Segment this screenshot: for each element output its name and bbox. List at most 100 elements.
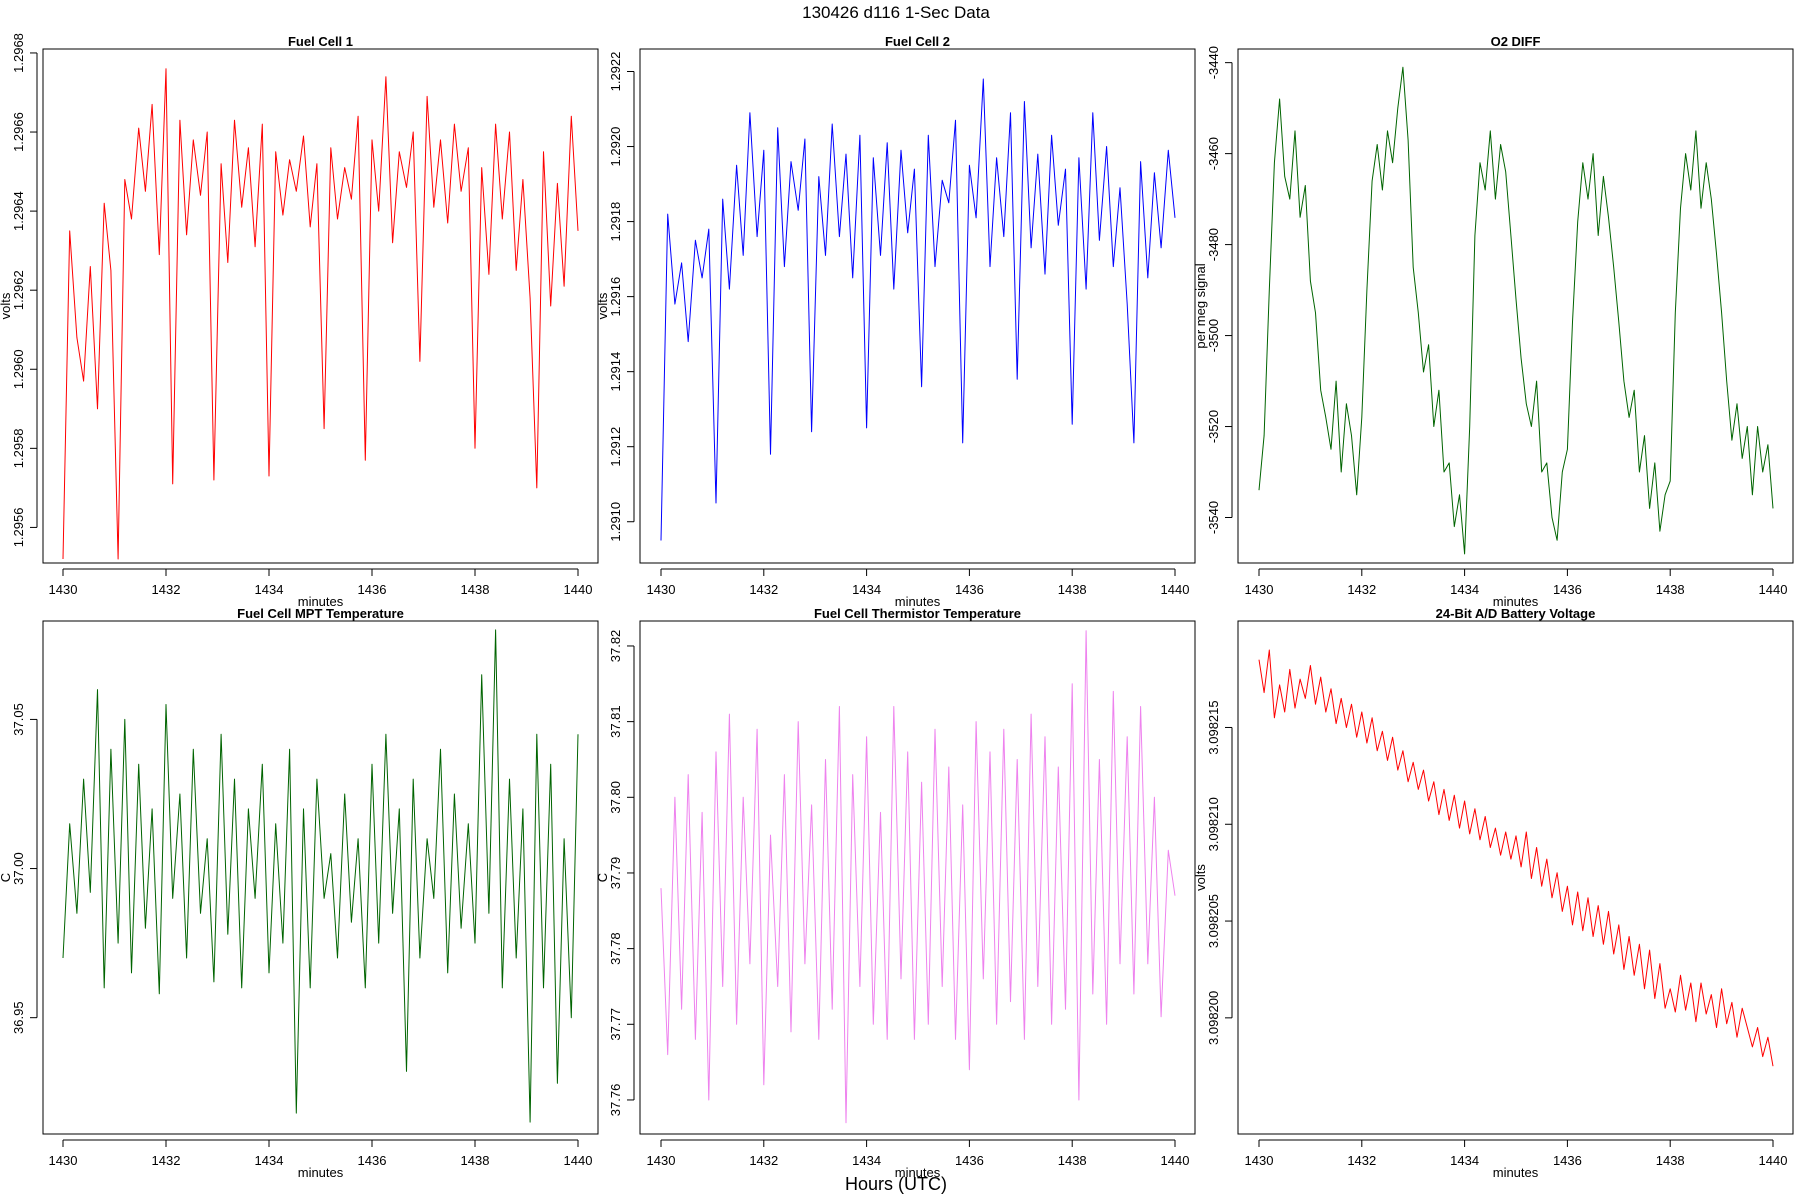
x-tick-label: 1436 bbox=[1553, 1153, 1582, 1168]
fuel-cell-1-title: Fuel Cell 1 bbox=[288, 34, 353, 49]
y-tick-label: -3460 bbox=[1206, 137, 1221, 170]
x-tick-label: 1438 bbox=[461, 1153, 490, 1168]
x-tick-label: 1440 bbox=[564, 1153, 593, 1168]
fuel-cell-thermistor-temperature-series-line bbox=[660, 630, 1176, 1124]
x-tick-label: 1430 bbox=[49, 1153, 78, 1168]
y-tick-label: -3480 bbox=[1206, 228, 1221, 261]
y-tick-label: 37.79 bbox=[608, 857, 623, 890]
x-tick-label: 1438 bbox=[461, 582, 490, 597]
y-tick-label: -3540 bbox=[1206, 501, 1221, 534]
battery-voltage-series-line bbox=[1258, 649, 1774, 1067]
fuel-cell-mpt-temperature-y-axis-label: C bbox=[0, 873, 13, 882]
x-tick-label: 1436 bbox=[358, 582, 387, 597]
battery-voltage-x-axis: 1430 1432 1434 1436 1438 1440 bbox=[1245, 1139, 1788, 1168]
x-tick-label: 1436 bbox=[955, 582, 984, 597]
page-title: 130426 d116 1-Sec Data bbox=[802, 3, 990, 22]
x-tick-label: 1436 bbox=[955, 1153, 984, 1168]
x-tick-label: 1430 bbox=[1245, 582, 1274, 597]
y-tick-label: 1.2968 bbox=[11, 33, 26, 73]
x-tick-label: 1432 bbox=[749, 582, 778, 597]
battery-voltage-y-axis-label: volts bbox=[1193, 864, 1208, 891]
x-tick-label: 1438 bbox=[1058, 582, 1087, 597]
x-tick-label: 1434 bbox=[852, 1153, 881, 1168]
y-tick-label: 3.098215 bbox=[1206, 700, 1221, 754]
y-tick-label: 1.2920 bbox=[608, 127, 623, 167]
fuel-cell-mpt-temperature-title: Fuel Cell MPT Temperature bbox=[237, 606, 404, 621]
y-tick-label: 37.05 bbox=[11, 703, 26, 736]
x-tick-label: 1440 bbox=[564, 582, 593, 597]
fuel-cell-mpt-temperature-y-axis: 36.95 37.00 37.05 bbox=[11, 703, 38, 1034]
y-tick-label: 1.2956 bbox=[11, 508, 26, 548]
y-tick-label: -3500 bbox=[1206, 319, 1221, 352]
o2-diff-x-axis: 1430 1432 1434 1436 1438 1440 bbox=[1245, 568, 1787, 597]
o2-diff-x-axis-label: minutes bbox=[1493, 594, 1539, 609]
y-tick-label: 1.2918 bbox=[608, 202, 623, 242]
y-tick-label: -3440 bbox=[1206, 46, 1221, 79]
o2-diff-panel: O2 DIFF 1430 1432 1434 1436 1438 1440 minutes -3… bbox=[1193, 34, 1794, 609]
o2-diff-plot-frame bbox=[1237, 48, 1794, 564]
fuel-cell-thermistor-temperature-x-axis-label: minutes bbox=[895, 1165, 941, 1180]
x-tick-label: 1430 bbox=[1245, 1153, 1274, 1168]
fuel-cell-1-panel: Fuel Cell 1 1430 1432 1434 1436 1438 1440 minut… bbox=[0, 33, 599, 609]
y-tick-label: 1.2966 bbox=[11, 112, 26, 152]
fuel-cell-mpt-temperature-plot-frame bbox=[42, 620, 599, 1135]
y-tick-label: 37.76 bbox=[608, 1084, 623, 1117]
fuel-cell-thermistor-temperature-plot-frame bbox=[639, 620, 1196, 1135]
y-tick-label: 1.2922 bbox=[608, 52, 623, 92]
x-tick-label: 1440 bbox=[1161, 582, 1190, 597]
x-tick-label: 1436 bbox=[1553, 582, 1582, 597]
o2-diff-y-axis-label: per meg signal bbox=[1193, 263, 1208, 348]
fuel-cell-2-y-axis: 1.2910 1.2912 1.2914 1.2916 1.2918 1.2920 1.29… bbox=[608, 52, 635, 542]
y-tick-label: 1.2914 bbox=[608, 352, 623, 392]
fuel-cell-1-series-line bbox=[62, 68, 579, 560]
o2-diff-title: O2 DIFF bbox=[1491, 34, 1541, 49]
x-tick-label: 1432 bbox=[1347, 582, 1376, 597]
x-tick-label: 1438 bbox=[1656, 582, 1685, 597]
fuel-cell-thermistor-temperature-title: Fuel Cell Thermistor Temperature bbox=[814, 606, 1021, 621]
y-tick-label: 3.098205 bbox=[1206, 894, 1221, 948]
fuel-cell-2-x-axis: 1430 1432 1434 1436 1438 1440 bbox=[647, 568, 1190, 597]
x-tick-label: 1434 bbox=[1450, 1153, 1479, 1168]
fuel-cell-2-title: Fuel Cell 2 bbox=[885, 34, 950, 49]
y-tick-label: 1.2964 bbox=[11, 191, 26, 231]
fuel-cell-mpt-temperature-x-axis-label: minutes bbox=[298, 1165, 344, 1180]
x-tick-label: 1432 bbox=[1347, 1153, 1376, 1168]
y-tick-label: 37.78 bbox=[608, 932, 623, 965]
fuel-cell-thermistor-temperature-x-axis: 1430 1432 1434 1436 1438 1440 bbox=[647, 1139, 1190, 1168]
battery-voltage-y-axis: 3.098200 3.098205 3.098210 3.098215 bbox=[1206, 700, 1233, 1045]
y-tick-label: 37.82 bbox=[608, 630, 623, 663]
o2-diff-series-line bbox=[1258, 66, 1774, 555]
fuel-cell-2-x-axis-label: minutes bbox=[895, 594, 941, 609]
figure-x-axis-label: Hours (UTC) bbox=[845, 1174, 947, 1194]
fuel-cell-1-y-axis: 1.2956 1.2958 1.2960 1.2962 1.2964 1.2966 1.29… bbox=[11, 33, 38, 548]
y-tick-label: 1.2912 bbox=[608, 427, 623, 467]
fuel-cell-2-series-line bbox=[660, 78, 1176, 541]
x-tick-label: 1430 bbox=[647, 1153, 676, 1168]
x-tick-label: 1440 bbox=[1759, 1153, 1788, 1168]
battery-voltage-plot-frame bbox=[1237, 620, 1794, 1135]
fuel-cell-1-y-axis-label: volts bbox=[0, 292, 13, 319]
y-tick-label: 3.098200 bbox=[1206, 991, 1221, 1045]
fuel-cell-thermistor-temperature-y-axis-label: C bbox=[595, 873, 610, 882]
fuel-cell-thermistor-temperature-panel: Fuel Cell Thermistor Temperature 1430 1432… bbox=[595, 606, 1196, 1180]
x-tick-label: 1440 bbox=[1161, 1153, 1190, 1168]
x-tick-label: 1430 bbox=[49, 582, 78, 597]
chart-panels: Fuel Cell 1 1430 1432 1434 1436 1438 1440 minut… bbox=[0, 33, 1794, 1180]
y-tick-label: 37.77 bbox=[608, 1008, 623, 1041]
y-tick-label: 1.2910 bbox=[608, 502, 623, 542]
y-tick-label: 37.00 bbox=[11, 852, 26, 885]
y-tick-label: 37.81 bbox=[608, 705, 623, 738]
fuel-cell-thermistor-temperature-y-axis: 37.76 37.77 37.78 37.79 37.80 37.81 37.82 bbox=[608, 630, 635, 1117]
fuel-cell-mpt-temperature-x-axis: 1430 1432 1434 1436 1438 1440 bbox=[49, 1139, 593, 1168]
x-tick-label: 1432 bbox=[749, 1153, 778, 1168]
fuel-cell-2-plot-frame bbox=[639, 48, 1196, 564]
x-tick-label: 1432 bbox=[152, 582, 181, 597]
fuel-cell-2-panel: Fuel Cell 2 1430 1432 1434 1436 1438 1440 minut… bbox=[595, 34, 1196, 609]
x-tick-label: 1430 bbox=[647, 582, 676, 597]
y-tick-label: -3520 bbox=[1206, 410, 1221, 443]
fuel-cell-1-plot-frame bbox=[42, 48, 599, 564]
x-tick-label: 1438 bbox=[1058, 1153, 1087, 1168]
